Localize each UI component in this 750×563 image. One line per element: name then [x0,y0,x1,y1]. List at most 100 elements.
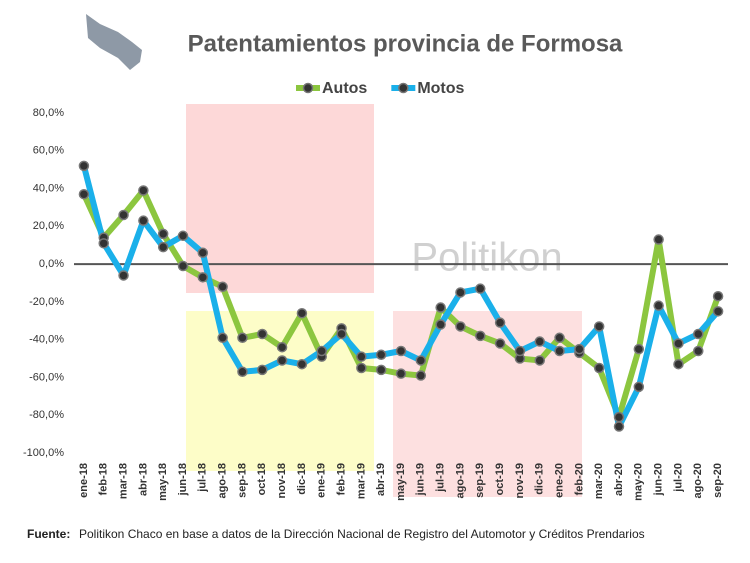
data-point [436,320,445,329]
x-tick-label: feb-19 [335,463,347,495]
data-point [674,339,683,348]
x-tick-label: may-18 [157,463,169,501]
legend-label: Autos [322,80,367,97]
x-tick-label: jul-18 [197,463,209,493]
x-tick-label: ene-18 [78,463,90,498]
data-point [535,356,544,365]
data-point [357,352,366,361]
data-point [456,288,465,297]
data-point [476,284,485,293]
source-text: Politikon Chaco en base a datos de la Di… [79,527,645,541]
y-tick-label: -80,0% [29,409,64,421]
legend-marker [304,84,313,93]
x-tick-label: may-20 [633,463,645,501]
data-point [456,322,465,331]
watermark: Politikon [411,236,562,280]
data-point [397,369,406,378]
x-tick-label: abr-20 [613,463,625,496]
data-point [654,301,663,310]
legend-label: Motos [417,80,464,97]
x-tick-label: ene-20 [553,463,565,498]
data-point [238,333,247,342]
y-tick-label: 60,0% [33,145,64,157]
data-point [297,309,306,318]
x-tick-label: sep-19 [474,463,486,498]
data-point [238,367,247,376]
data-point [496,318,505,327]
data-point [258,330,267,339]
x-tick-label: feb-18 [98,463,110,495]
x-tick-label: ago-19 [454,463,466,498]
data-point [496,339,505,348]
data-point [634,382,643,391]
source-label: Fuente: [27,527,70,541]
data-point [179,262,188,271]
x-tick-label: jul-20 [672,463,684,493]
data-point [317,347,326,356]
x-tick-label: jun-19 [415,463,427,496]
data-point [615,422,624,431]
x-tick-label: dic-18 [296,463,308,495]
x-tick-label: jun-20 [653,463,665,496]
data-point [159,229,168,238]
x-tick-label: mar-20 [593,463,605,499]
x-tick-label: ene-19 [316,463,328,498]
data-point [198,273,207,282]
data-point [377,350,386,359]
data-point [714,307,723,316]
data-point [119,211,128,220]
data-point [159,243,168,252]
map-icon [86,14,142,70]
data-point [595,322,604,331]
data-point [139,186,148,195]
data-point [575,345,584,354]
legend-marker [399,84,408,93]
x-tick-label: mar-19 [355,463,367,499]
data-point [535,337,544,346]
x-tick-label: abr-18 [137,463,149,496]
data-point [476,331,485,340]
x-tick-label: nov-19 [514,463,526,498]
x-tick-label: oct-19 [494,463,506,495]
data-point [377,365,386,374]
y-tick-label: 40,0% [33,182,64,194]
x-tick-label: ago-20 [692,463,704,498]
data-point [278,343,287,352]
data-point [79,161,88,170]
y-tick-label: -100,0% [23,447,64,459]
x-tick-label: feb-20 [573,463,585,495]
data-point [297,360,306,369]
data-point [278,356,287,365]
x-tick-label: sep-20 [712,463,724,498]
data-point [694,330,703,339]
y-tick-label: 80,0% [33,107,64,119]
data-point [694,347,703,356]
data-point [99,239,108,248]
data-point [79,190,88,199]
data-point [179,231,188,240]
x-tick-label: oct-18 [256,463,268,495]
data-point [714,292,723,301]
x-tick-label: ago-18 [217,463,229,498]
x-tick-label: mar-18 [117,463,129,499]
data-point [634,345,643,354]
data-point [198,248,207,257]
data-point [674,360,683,369]
data-point [337,330,346,339]
data-point [416,371,425,380]
x-tick-label: nov-18 [276,463,288,498]
data-point [615,413,624,422]
data-point [654,235,663,244]
x-tick-label: jul-19 [435,463,447,493]
x-tick-label: jun-18 [177,463,189,496]
chart-title: Patentamientos provincia de Formosa [188,30,623,57]
y-tick-label: -20,0% [29,296,64,308]
data-point [218,333,227,342]
data-point [595,364,604,373]
data-point [139,216,148,225]
x-tick-label: dic-19 [534,463,546,495]
y-tick-label: 20,0% [33,220,64,232]
y-tick-label: -60,0% [29,371,64,383]
y-tick-label: 0,0% [39,258,64,270]
